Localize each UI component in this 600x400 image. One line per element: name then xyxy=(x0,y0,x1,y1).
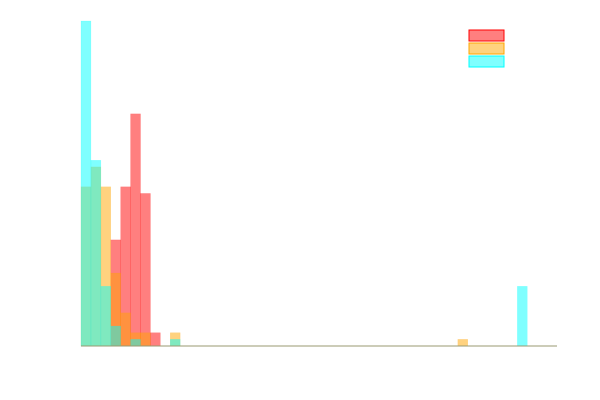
bar-series-1-bin-4 xyxy=(140,193,151,347)
bar-series-3-bin-3 xyxy=(100,286,112,347)
bar-series-1-bin-3 xyxy=(130,113,141,347)
legend-swatch-1 xyxy=(468,29,505,42)
bar-series-3-bin-4 xyxy=(110,325,121,347)
legend xyxy=(468,29,505,68)
bars-layer xyxy=(80,20,528,347)
bar-series-3-bin-6 xyxy=(170,339,181,347)
bar-series-3-bin-5 xyxy=(130,339,141,347)
bar-series-2-bin-7 xyxy=(140,332,151,347)
bar-series-3-bin-2 xyxy=(90,160,102,347)
bar-series-1-bin-5 xyxy=(150,332,161,347)
legend-swatch-2 xyxy=(468,42,505,55)
bar-series-3-bin-1 xyxy=(80,20,92,347)
bar-series-2-bin-5 xyxy=(120,312,131,347)
bar-series-3-bin-7 xyxy=(517,286,528,347)
bar-series-2-bin-9 xyxy=(457,339,469,347)
legend-swatch-3 xyxy=(468,55,505,68)
